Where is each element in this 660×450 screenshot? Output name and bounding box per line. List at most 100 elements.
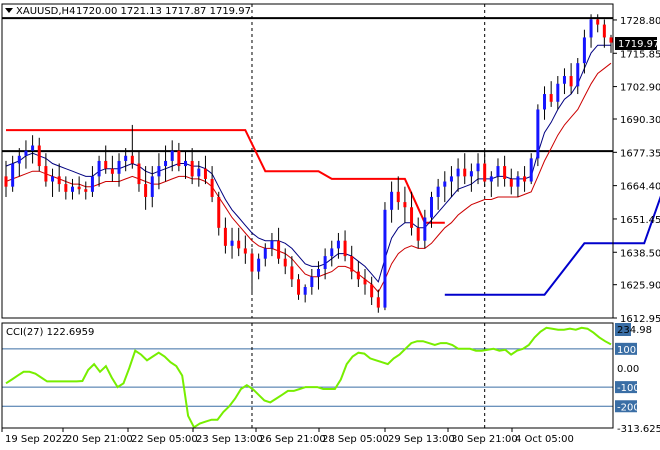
cci-y-tick-label: -100 — [617, 383, 640, 394]
candle-body — [449, 176, 453, 182]
candle-body — [164, 160, 168, 167]
candle — [476, 153, 480, 185]
cci-series — [5, 326, 612, 429]
candle-body — [243, 248, 247, 254]
candle — [197, 160, 201, 187]
candle-body — [363, 279, 367, 285]
candle-body — [124, 155, 128, 161]
candle-body — [529, 158, 533, 182]
candle-body — [310, 276, 314, 287]
dropdown-triangle-icon[interactable] — [5, 8, 13, 13]
candle — [503, 155, 507, 187]
candle-body — [137, 163, 141, 185]
candle — [223, 217, 227, 254]
candle-body — [11, 163, 15, 187]
cci-y-tick-label: -200 — [617, 402, 640, 413]
candle — [396, 176, 400, 210]
candle — [177, 142, 181, 172]
candle — [529, 153, 533, 185]
current-price-badge: 1719.97 — [615, 37, 659, 50]
main-y-tick-label: 1664.40 — [620, 182, 660, 193]
x-tick-label: 28 Sep 05:00 — [322, 434, 389, 445]
main-y-tick-label: 1690.30 — [620, 115, 660, 126]
candle — [390, 181, 394, 223]
candle-body — [263, 248, 267, 259]
candle-body — [483, 163, 487, 182]
candle — [410, 191, 414, 236]
main-panel-frame — [1, 3, 614, 319]
candle-body — [203, 168, 207, 179]
candle-body — [476, 163, 480, 172]
candle-body — [316, 268, 320, 277]
candle-body — [84, 189, 88, 192]
candle — [31, 135, 35, 164]
candle — [124, 148, 128, 172]
candle-body — [383, 209, 387, 308]
candle-body — [70, 186, 74, 192]
cci-level-badge — [615, 400, 637, 413]
candle — [97, 155, 101, 187]
candle-body — [602, 24, 606, 38]
candle-body — [496, 166, 500, 177]
candle — [543, 86, 547, 120]
candle-body — [336, 240, 340, 249]
candle — [64, 176, 68, 200]
candle — [4, 160, 8, 197]
candle — [483, 150, 487, 187]
candle-body — [31, 145, 35, 151]
main-y-tick-label: 1677.35 — [620, 148, 660, 159]
candle — [336, 232, 340, 259]
candle-body — [303, 286, 307, 295]
candle — [263, 243, 267, 267]
candle — [150, 166, 154, 208]
x-tick-label: 26 Sep 21:00 — [259, 434, 326, 445]
candle-body — [257, 258, 261, 272]
candle-body — [130, 155, 134, 164]
candle-body — [330, 248, 334, 257]
candle — [237, 227, 241, 257]
cci-panel-frame — [1, 322, 614, 429]
candle — [203, 155, 207, 185]
candlesticks — [4, 14, 613, 313]
main-y-tick-label: 1625.90 — [620, 281, 660, 292]
candle — [549, 81, 553, 107]
candle-body — [104, 160, 108, 169]
candle — [562, 68, 566, 95]
candle — [70, 178, 74, 200]
candle — [443, 171, 447, 203]
trailing-stop-red — [6, 129, 445, 224]
candle — [37, 137, 41, 172]
candle — [350, 245, 354, 280]
candle — [376, 289, 380, 313]
candle — [516, 171, 520, 197]
moving-average-fast — [5, 44, 611, 283]
candle — [316, 261, 320, 290]
candle-body — [64, 184, 68, 192]
horizontal-lines — [2, 17, 613, 153]
candle — [423, 209, 427, 249]
candle — [44, 153, 48, 187]
candle-body — [523, 176, 527, 182]
candle — [416, 217, 420, 249]
candle — [536, 104, 540, 167]
candle — [363, 268, 367, 295]
candle — [230, 227, 234, 259]
candle — [164, 145, 168, 182]
ohlc-readout: 1720.00 1721.13 1717.87 1719.97 — [76, 6, 251, 17]
candle-body — [290, 266, 294, 280]
cci-y-tick-label: 100 — [617, 345, 636, 356]
candle — [17, 148, 21, 177]
candle-body — [57, 176, 61, 185]
candle — [217, 191, 221, 236]
candle-body — [396, 191, 400, 203]
candle-body — [443, 181, 447, 187]
candle-body — [503, 166, 507, 179]
candle — [323, 248, 327, 280]
candle-body — [543, 94, 547, 110]
candle — [489, 171, 493, 197]
cci-y-tick-label: 0.00 — [617, 364, 639, 375]
candle — [370, 276, 374, 306]
candle-body — [190, 160, 194, 177]
